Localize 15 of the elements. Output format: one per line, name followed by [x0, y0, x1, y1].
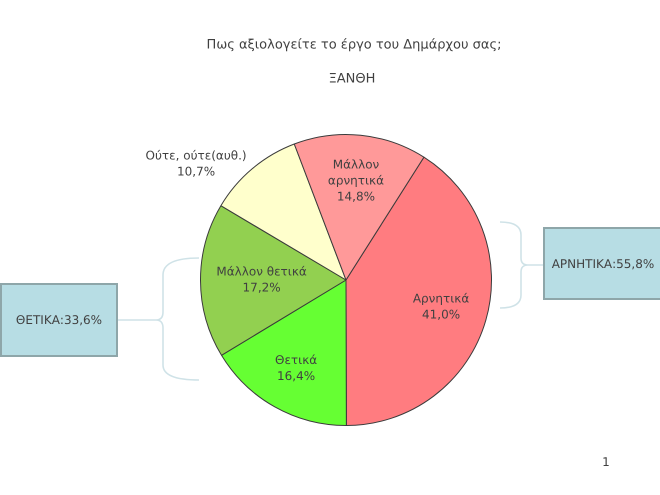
slice-label: Μάλλον θετικά — [216, 264, 307, 278]
text: ΘΕΤΙΚΑ:33,6% — [16, 313, 102, 327]
data-label: 14,8% — [336, 190, 376, 204]
chart-title: Πως αξιολογείτε το έργο του Δημάρχου σας; — [206, 38, 502, 52]
chart-subtitle: ΞΑΝΘΗ — [328, 72, 376, 86]
data-label: 16,4% — [277, 368, 316, 383]
slice-label: Θετικά — [274, 352, 318, 367]
data-label: 41,0% — [422, 308, 460, 322]
slice-label: Μάλλον αρνητικά — [328, 158, 384, 188]
text: ΑΡΝΗΤΙΚΑ:55,8% — [552, 256, 654, 270]
data-label: 17,2% — [242, 280, 281, 294]
data-label: 10,7% — [176, 164, 216, 178]
text: 1 — [602, 455, 610, 469]
slice-label: Ούτε, ούτε(αυθ.) — [145, 148, 247, 162]
slice-label: Αρνητικά — [412, 292, 470, 306]
